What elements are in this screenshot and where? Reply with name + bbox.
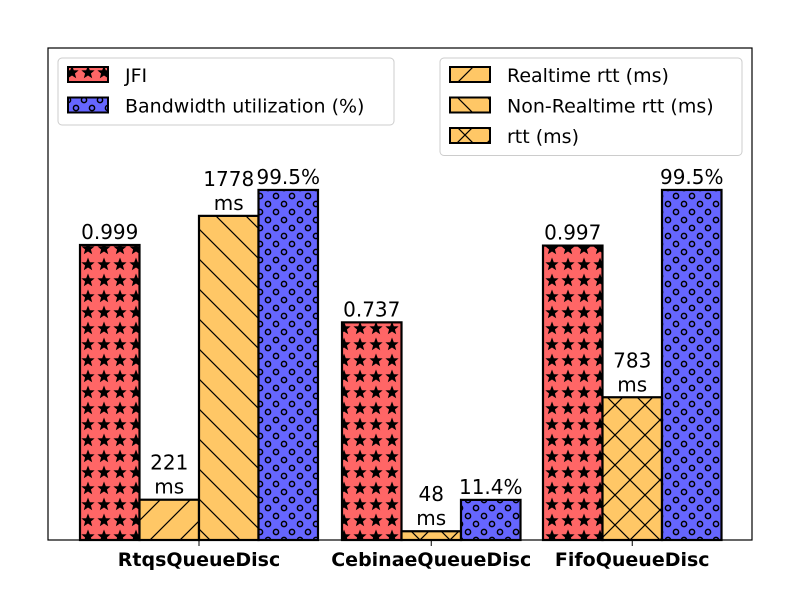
legend-label-rtt-ms: rtt (ms) <box>507 126 579 148</box>
data-label-cebinaequeuedisc-bandwidth-utilization: 11.4% <box>459 475 523 499</box>
bars-layer <box>78 188 723 542</box>
bar-cebinaequeuedisc-jfi <box>340 321 403 542</box>
data-label-fifoqueuedisc-rtt-ms: 783 ms <box>613 348 651 396</box>
data-label-rtqsqueuedisc-jfi: 0.999 <box>81 220 138 244</box>
legend-frame <box>439 57 743 156</box>
legend-frame <box>57 57 395 126</box>
legend-swatch-realtime-rtt-ms <box>449 66 491 83</box>
data-label-cebinaequeuedisc-jfi: 0.737 <box>343 297 400 321</box>
bar-fifoqueuedisc-jfi <box>541 244 604 542</box>
x-tick-label-rtqsqueuedisc: RtqsQueueDisc <box>118 549 280 571</box>
bar-rtqsqueuedisc-jfi <box>78 243 141 542</box>
legend-label-realtime-rtt-ms: Realtime rtt (ms) <box>507 65 669 87</box>
data-label-fifoqueuedisc-bandwidth-utilization: 99.5% <box>660 165 724 189</box>
bar-rtqsqueuedisc-realtime-rtt-ms <box>138 498 201 542</box>
legend-swatch-non-realtime-rtt-ms <box>449 96 491 114</box>
x-tick-label-fifoqueuedisc: FifoQueueDisc <box>555 549 710 571</box>
plot-frame <box>47 47 753 541</box>
data-label-rtqsqueuedisc-realtime-rtt-ms: 221 ms <box>150 451 188 499</box>
bar-rtqsqueuedisc-bandwidth-utilization <box>257 188 320 542</box>
bar-cebinaequeuedisc-bandwidth-utilization <box>459 498 522 542</box>
bar-cebinaequeuedisc-rtt-ms <box>400 530 463 542</box>
bar-fifoqueuedisc-bandwidth-utilization <box>660 188 723 542</box>
legend-top-right: Realtime rtt (ms) Non-Realtime rtt (ms) rt… <box>439 57 743 156</box>
bar-fifoqueuedisc-rtt-ms <box>601 396 664 542</box>
data-label-cebinaequeuedisc-rtt-ms: 48 ms <box>416 482 446 530</box>
legend-label-non-realtime-rtt-ms: Non-Realtime rtt (ms) <box>507 96 714 118</box>
data-label-fifoqueuedisc-jfi: 0.997 <box>544 221 601 245</box>
x-tick-label-cebinaequeuedisc: CebinaeQueueDisc <box>331 549 531 571</box>
bar-rtqsqueuedisc-non-realtime-rtt-ms <box>197 214 260 542</box>
data-label-rtqsqueuedisc-bandwidth-utilization: 99.5% <box>256 165 320 189</box>
legend-label-jfi: JFI <box>124 65 147 87</box>
legend-swatch-rtt-ms <box>449 127 491 144</box>
data-label-rtqsqueuedisc-non-realtime-rtt-ms: 1778 ms <box>203 167 254 215</box>
legend-layer: JFI Bandwidth utilization (%) Realtime rtt… <box>57 57 743 156</box>
legend-swatch-jfi <box>67 66 109 83</box>
legend-swatch-bandwidth-utilization <box>67 96 109 114</box>
legend-top-left: JFI Bandwidth utilization (%) <box>57 57 395 126</box>
x-axis: RtqsQueueDisc CebinaeQueueDisc FifoQueueDi… <box>118 540 710 571</box>
legend-label-bandwidth-utilization: Bandwidth utilization (%) <box>125 96 364 118</box>
